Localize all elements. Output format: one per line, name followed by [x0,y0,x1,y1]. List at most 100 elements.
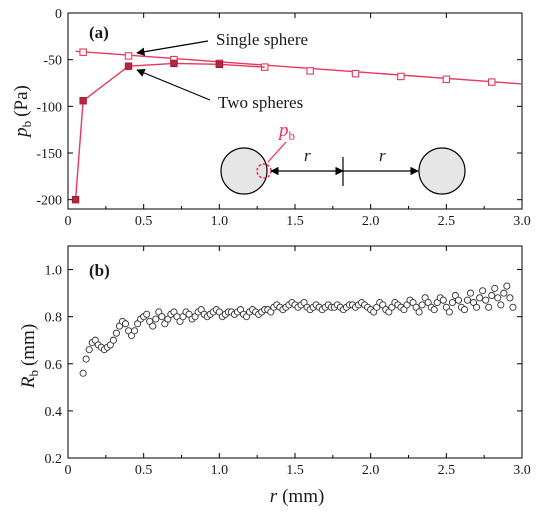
x-label-unit: (mm) [282,486,324,507]
radius-point [430,306,438,314]
y-label-subscript-b: b [26,370,41,377]
panel-a-x-ticks: 0 0.5 1.0 1.5 2.0 2.5 3.0 [65,13,531,229]
single-sphere-point [397,72,405,81]
y-tick-label: 0.4 [45,405,63,420]
x-axis-label: r (mm) [270,486,325,507]
radius-point [494,294,502,302]
radius-point [454,296,462,304]
inset-pressure-subscript: b [289,128,296,143]
panel-b-frame [67,245,523,459]
y-tick-label: 0.6 [45,358,63,373]
y-label-unit-b: (mm) [18,324,39,366]
y-label-unit: (Pa) [11,85,32,117]
y-label-symbol: p [11,127,32,139]
x-tick-label: 1.0 [211,463,229,478]
inset-pressure-pointer [267,141,287,163]
y-tick-label: 1.0 [45,264,63,279]
radius-point [448,298,456,307]
radius-point [121,320,130,328]
radius-point [503,282,511,290]
radius-point [149,322,157,330]
arrow-single-sphere [136,40,209,56]
radius-point [491,284,499,292]
panel-b-points [79,282,517,377]
radius-point [506,294,514,302]
two-spheres-point [124,62,133,70]
y-tick-label: 0.8 [45,311,63,326]
inset-pressure-label: pb [277,120,295,143]
y-tick-label: -100 [36,100,62,115]
legend-single-sphere: Single sphere [216,30,308,49]
y-tick-label: -50 [43,54,62,69]
radius-point [497,301,505,309]
two-spheres-point [170,59,178,68]
radius-point [485,303,493,311]
radius-point [500,289,508,297]
radius-point [509,303,517,311]
y-tick-label: -150 [36,147,62,162]
radius-point [143,310,151,318]
single-sphere-point [442,75,451,84]
radius-point [439,296,447,304]
sphere-right [418,147,466,195]
two-spheres-line [74,62,265,200]
radius-point [445,308,453,316]
x-tick-label: 3.0 [513,214,531,229]
radius-point [109,336,117,344]
radius-point [488,291,496,300]
radius-point [415,308,423,316]
radius-point [482,296,490,304]
radius-point [473,303,481,311]
y-tick-label: -200 [36,194,62,209]
arrow-two-spheres [136,68,211,101]
x-tick-label: 3.0 [513,463,531,478]
single-sphere-point [351,69,360,78]
x-tick-label: 0 [65,214,72,229]
panel-b-y-ticks: 0.2 0.4 0.6 0.8 1.0 [45,264,522,467]
panel-b-label: (b) [89,261,110,280]
y-label-subscript: b [19,121,34,128]
x-tick-label: 2.0 [362,463,380,478]
radius-point [418,301,426,309]
single-sphere-point [79,48,87,56]
panel-b-x-ticks: 0 0.5 1.0 1.5 2.0 2.5 3.0 [65,246,531,478]
x-tick-label: 0 [65,463,72,478]
x-tick-label: 0.5 [135,463,153,478]
radius-point [479,287,487,295]
panel-a: (a) 0 0.5 1.0 1.5 2.0 2.5 3.0 0 -50 -100 -150 -200… [11,7,531,229]
panel-b-y-axis-label: Rb (mm) [18,324,41,389]
radius-point [158,313,166,321]
two-spheres-point [215,60,224,69]
single-sphere-point [124,52,133,60]
radius-point [85,346,93,354]
panel-a-y-ticks: 0 -50 -100 -150 -200 [36,7,522,209]
x-tick-label: 0.5 [135,214,153,229]
radius-point [82,355,90,363]
x-tick-label: 2.5 [438,463,456,478]
x-tick-label: 2.5 [438,214,456,229]
x-tick-label: 1.5 [286,214,304,229]
panel-a-y-axis-label: pb (Pa) [11,85,34,139]
single-sphere-point [487,78,496,86]
panel-a-series [71,48,523,204]
radius-point [460,306,469,314]
inset-two-spheres: r r pb [220,120,466,195]
radius-point [463,296,472,304]
panel-a-label: (a) [89,23,109,42]
y-label-symbol-b: R [18,376,39,389]
x-tick-label: 1.0 [211,214,229,229]
radius-point [112,329,120,337]
distance-label-right: r [379,146,386,165]
y-tick-label: 0 [55,7,62,22]
y-tick-label: 0.2 [45,452,63,467]
radius-point [476,294,484,302]
two-spheres-point [79,97,87,105]
inset-pressure-symbol: p [277,120,289,141]
radius-point [466,289,475,297]
radius-point [152,315,160,323]
single-sphere-line [75,50,523,85]
sphere-left [220,147,268,195]
legend-two-spheres: Two spheres [218,93,303,112]
radius-point [79,369,87,377]
